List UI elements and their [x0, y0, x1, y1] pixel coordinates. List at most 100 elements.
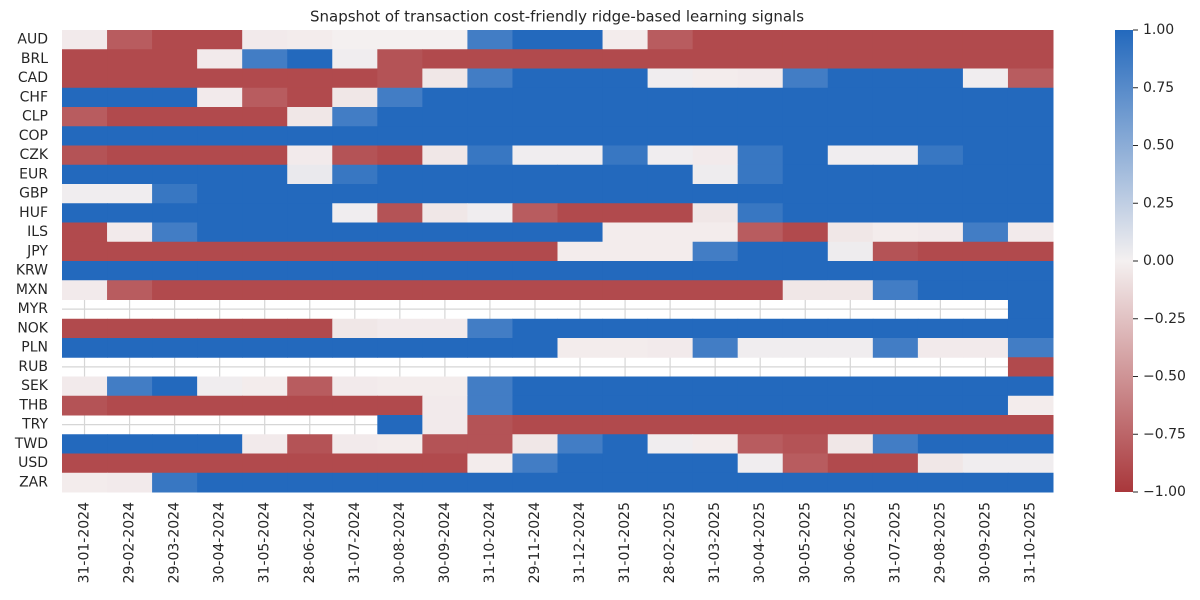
heatmap-cell: [602, 472, 649, 493]
row-label: ILS: [27, 224, 48, 240]
heatmap-cell: [692, 261, 739, 281]
heatmap-cell: [107, 453, 153, 474]
heatmap-cell: [692, 49, 739, 69]
heatmap-cell: [377, 49, 423, 69]
colorbar-tick-label: −0.50: [1143, 369, 1186, 385]
heatmap-cell: [197, 453, 243, 474]
heatmap-cell: [782, 87, 829, 108]
heatmap-cell: [557, 261, 604, 281]
heatmap-cell: [557, 472, 604, 493]
heatmap-cell: [287, 30, 333, 50]
heatmap-cell: [602, 87, 649, 108]
heatmap-cell: [737, 126, 784, 146]
row-label: MYR: [18, 301, 49, 317]
heatmap-cell: [692, 453, 739, 474]
heatmap-cell: [557, 434, 604, 454]
heatmap-cell: [962, 318, 1009, 339]
heatmap-cell: [737, 376, 784, 397]
heatmap-cell: [962, 184, 1009, 204]
row-label: USD: [18, 455, 48, 471]
heatmap-cell: [62, 203, 108, 223]
heatmap-cell: [152, 280, 198, 300]
heatmap-cell: [377, 472, 423, 493]
heatmap-cell: [1007, 184, 1054, 204]
heatmap-cell: [197, 222, 243, 243]
heatmap-cell: [62, 145, 108, 166]
heatmap-cell: [737, 472, 784, 493]
heatmap-cell: [197, 261, 243, 281]
heatmap-cell: [422, 453, 468, 474]
heatmap-cell: [647, 164, 694, 185]
column-label: 31-10-2024: [482, 502, 498, 583]
heatmap-cell: [62, 68, 108, 89]
row-label: SEK: [21, 378, 49, 394]
column-label: 30-08-2024: [392, 502, 408, 583]
heatmap-cell: [782, 318, 829, 339]
heatmap-cell: [332, 318, 378, 339]
row-label: CHF: [20, 89, 48, 105]
heatmap-cell: [512, 241, 558, 262]
heatmap-cell: [512, 261, 558, 281]
heatmap-cell: [917, 164, 964, 185]
heatmap-cell: [647, 87, 694, 108]
heatmap-cell: [242, 395, 288, 416]
heatmap-cell: [377, 203, 423, 223]
heatmap-cell: [242, 87, 288, 108]
row-label: BRL: [21, 51, 48, 67]
heatmap-cell: [827, 107, 874, 127]
heatmap-cell: [692, 107, 739, 127]
heatmap-cell: [647, 395, 694, 416]
heatmap-cell: [467, 453, 513, 474]
heatmap-cell: [197, 395, 243, 416]
heatmap-cell: [1007, 222, 1054, 243]
heatmap-cell: [1007, 453, 1054, 474]
heatmap-cell: [467, 30, 513, 50]
heatmap-cell: [647, 184, 694, 204]
heatmap-cell: [827, 241, 874, 262]
heatmap-cell: [332, 241, 378, 262]
heatmap-cell: [647, 203, 694, 223]
heatmap-cell: [827, 261, 874, 281]
heatmap-cell: [557, 241, 604, 262]
heatmap-cell: [692, 280, 739, 300]
heatmap-cell: [782, 203, 829, 223]
heatmap-cell: [242, 434, 288, 454]
heatmap-cell: [872, 453, 919, 474]
heatmap-cell: [962, 376, 1009, 397]
heatmap-cell: [692, 376, 739, 397]
heatmap-cell: [332, 434, 378, 454]
heatmap-cell: [152, 145, 198, 166]
heatmap-cell: [872, 395, 919, 416]
heatmap-cell: [602, 395, 649, 416]
heatmap-cell: [602, 30, 649, 50]
heatmap-cell: [107, 30, 153, 50]
heatmap-cell: [647, 434, 694, 454]
heatmap-cell: [872, 261, 919, 281]
row-label: TWD: [14, 436, 48, 452]
row-label: GBP: [19, 186, 48, 202]
heatmap-cell: [287, 49, 333, 69]
heatmap-cell: [287, 241, 333, 262]
heatmap-cell: [512, 126, 558, 146]
heatmap-cell: [647, 49, 694, 69]
heatmap-cell: [377, 184, 423, 204]
heatmap-cell: [422, 318, 468, 339]
heatmap-cell: [602, 49, 649, 69]
heatmap-cell: [62, 107, 108, 127]
heatmap-cell: [962, 68, 1009, 89]
heatmap-cell: [467, 415, 513, 435]
heatmap-cell: [242, 318, 288, 339]
heatmap-cell: [827, 395, 874, 416]
heatmap-cell: [107, 395, 153, 416]
heatmap-cell: [782, 338, 829, 358]
heatmap-cell: [107, 203, 153, 223]
column-label: 31-07-2024: [347, 502, 363, 583]
heatmap-cell: [62, 338, 108, 358]
heatmap-cell: [332, 184, 378, 204]
heatmap-cell: [872, 87, 919, 108]
heatmap-cell: [872, 318, 919, 339]
heatmap-cell: [872, 164, 919, 185]
heatmap-cell: [152, 261, 198, 281]
heatmap-cell: [377, 107, 423, 127]
heatmap-cell: [152, 49, 198, 69]
